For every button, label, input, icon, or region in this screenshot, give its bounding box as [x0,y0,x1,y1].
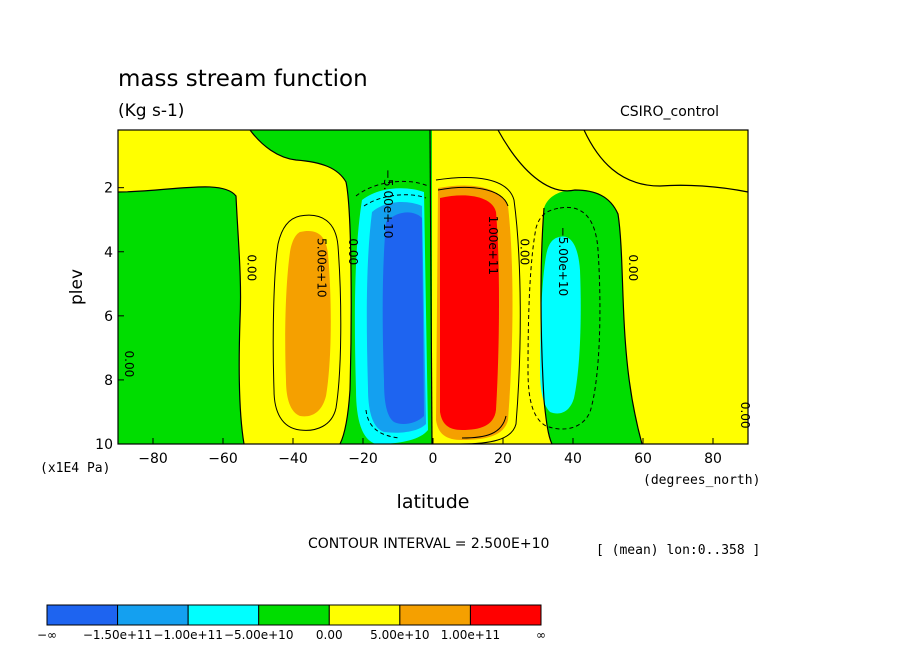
x-axis: −80 −60 −40 −20 0 20 40 60 80 [138,438,722,467]
contour-label: 0.00 [738,402,752,429]
x-tick-label: 0 [429,451,438,467]
x-tick-label: 80 [704,451,722,467]
southern-hadley-dashed-1 [355,180,429,197]
contour-label: 0.00 [245,254,259,281]
zero-contour-north-inner [497,129,643,445]
y-axis-label: plev [67,269,87,305]
colorbar-label: ∞ [536,628,546,642]
y-tick-label: 6 [104,309,113,325]
northern-hadley-contour-2 [437,186,509,439]
x-tick-label: −80 [138,451,168,467]
colorbar-swatch [117,604,189,626]
colorbar-labels: −∞ −1.50e+11 −1.00e+11 −5.00e+10 0.00 5.00e+1… [37,628,546,642]
zero-contour-north [583,129,749,193]
southern-orange-core [285,230,331,417]
contour-label: 0.00 [346,238,360,265]
zero-contour-south-inner [249,129,352,445]
x-tick-label: 20 [494,451,512,467]
colorbar-swatch [258,604,330,626]
southern-hadley-blue [382,212,424,424]
contour-label: 0.00 [518,238,532,265]
x-tick-label: −60 [208,451,238,467]
contour-label: −5.00e+10 [381,169,395,238]
colorbar-swatches [46,604,542,626]
x-tick-label: −40 [278,451,308,467]
y-tick-label: 2 [104,181,113,197]
zero-contour-equator [429,129,433,445]
chart-units: (Kg s-1) [118,101,185,121]
northern-hadley-contour-1 [435,177,521,445]
x-axis-units: (degrees_north) [643,473,760,488]
colorbar-label: 5.00e+10 [370,628,429,642]
southern-hadley-dashed-2 [363,194,427,439]
y-tick-label: 4 [104,245,113,261]
contour-labels: 5.00e+10 0.00 0.00 −5.00e+10 0.00 1.00e+11 −5.… [122,169,752,429]
contour-interval-text: CONTOUR INTERVAL = 2.500E+10 [308,536,549,552]
y-axis-units: (x1E4 Pa) [40,461,110,476]
southern-contour-line-2 [272,214,342,431]
colorbar-swatch [469,604,542,626]
colorbar-label: −5.00e+10 [224,628,293,642]
dataset-label: CSIRO_control [620,104,720,120]
x-tick-label: −20 [348,451,378,467]
contour-label: 0.00 [626,254,640,281]
x-tick-label: 40 [564,451,582,467]
northern-cyan-core [540,236,581,414]
y-tick-label: 8 [104,373,113,389]
contour-label: 0.00 [122,351,136,378]
northern-dashed-contour [527,206,601,430]
colorbar-label: −1.50e+11 [83,628,152,642]
colorbar-label: 1.00e+11 [441,628,500,642]
colorbar-swatch [46,604,119,626]
region-text: [ (mean) lon:0..358 ] [596,543,760,558]
colorbar-label: −1.00e+11 [153,628,222,642]
contour-label: 5.00e+10 [315,238,329,297]
colorbar-label: −∞ [37,628,57,642]
contour-label: 1.00e+11 [486,216,500,275]
contour-label: −5.00e+10 [556,227,570,296]
x-axis-label: latitude [397,491,470,513]
colorbar-swatch [399,604,471,626]
chart-title: mass stream function [118,66,368,92]
zero-contour-north-lower [540,207,553,445]
colorbar-swatch [187,604,260,626]
colorbar-label: 0.00 [316,628,343,642]
y-tick-label: 10 [95,437,113,453]
colorbar-swatch [328,604,401,626]
northern-hadley-red [440,195,499,430]
northern-yellow-region [584,130,748,192]
y-axis: 2 4 6 8 10 [95,181,124,453]
plot-area [117,129,749,445]
x-tick-label: 60 [634,451,652,467]
zero-contour-south [117,186,245,445]
